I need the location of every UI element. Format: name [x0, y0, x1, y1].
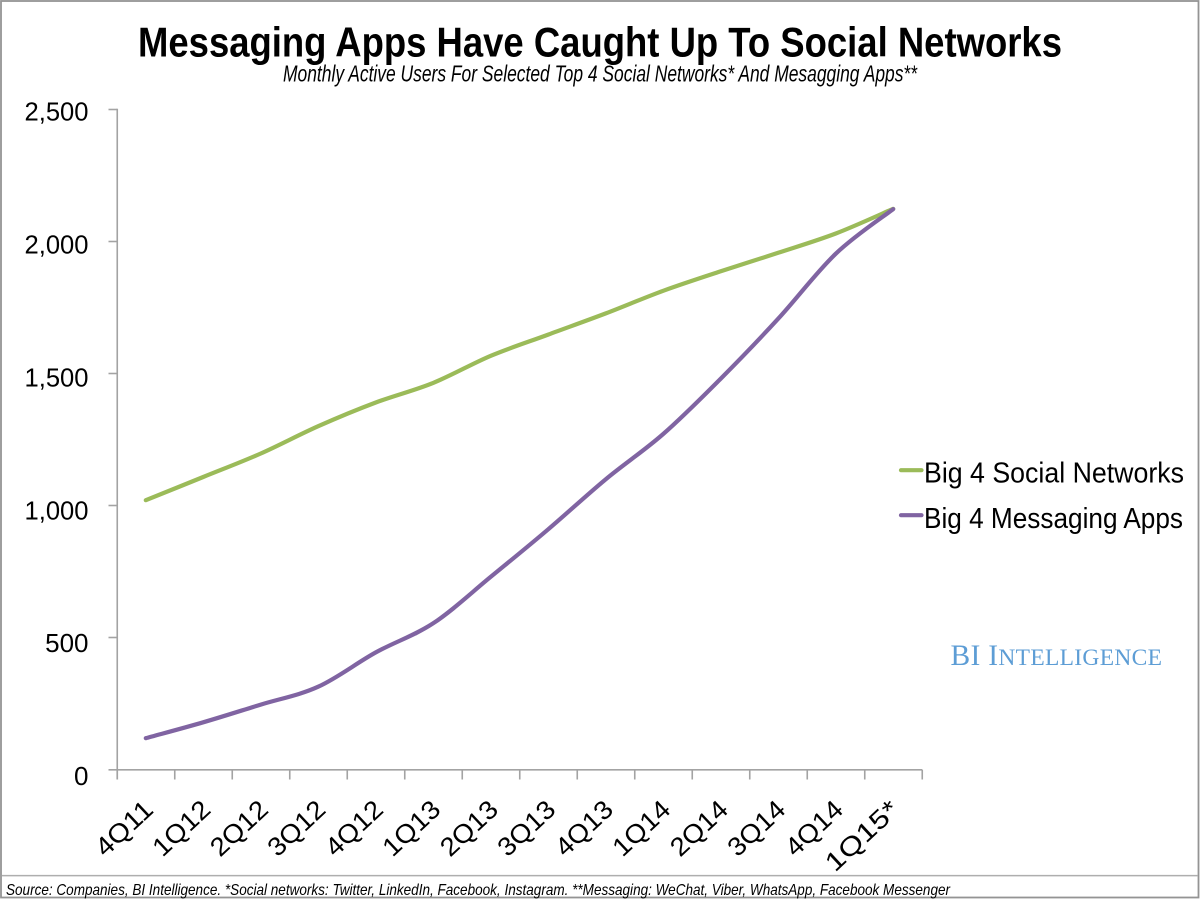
svg-text:3Q12: 3Q12 [261, 794, 331, 862]
svg-text:1Q12: 1Q12 [146, 794, 216, 862]
svg-text:2Q12: 2Q12 [204, 794, 274, 862]
svg-text:1Q14: 1Q14 [606, 794, 676, 862]
svg-text:500: 500 [45, 628, 88, 658]
svg-text:3Q13: 3Q13 [491, 794, 561, 862]
svg-text:Big 4 Messaging Apps: Big 4 Messaging Apps [924, 503, 1183, 535]
svg-text:1,500: 1,500 [25, 363, 89, 393]
svg-text:Messaging Apps Have Caught Up: Messaging Apps Have Caught Up To Social … [138, 19, 1062, 66]
svg-text:2Q13: 2Q13 [434, 794, 504, 862]
svg-text:4Q11: 4Q11 [89, 794, 159, 862]
svg-text:2Q14: 2Q14 [664, 794, 734, 862]
svg-text:Monthly Active Users For Selec: Monthly Active Users For Selected Top 4 … [283, 60, 918, 86]
svg-text:0: 0 [74, 761, 88, 791]
svg-text:4Q12: 4Q12 [319, 794, 389, 862]
svg-text:4Q13: 4Q13 [549, 794, 619, 862]
svg-text:BI INTELLIGENCE: BI INTELLIGENCE [951, 640, 1163, 672]
svg-text:3Q14: 3Q14 [721, 794, 791, 862]
svg-text:Source: Companies, BI Intellig: Source: Companies, BI Intelligence. *Soc… [6, 882, 951, 899]
svg-text:2,000: 2,000 [25, 230, 89, 260]
svg-text:1,000: 1,000 [25, 495, 89, 525]
svg-text:2,500: 2,500 [25, 97, 89, 127]
svg-text:1Q13: 1Q13 [376, 794, 446, 862]
svg-text:Big 4 Social Networks: Big 4 Social Networks [924, 458, 1184, 490]
